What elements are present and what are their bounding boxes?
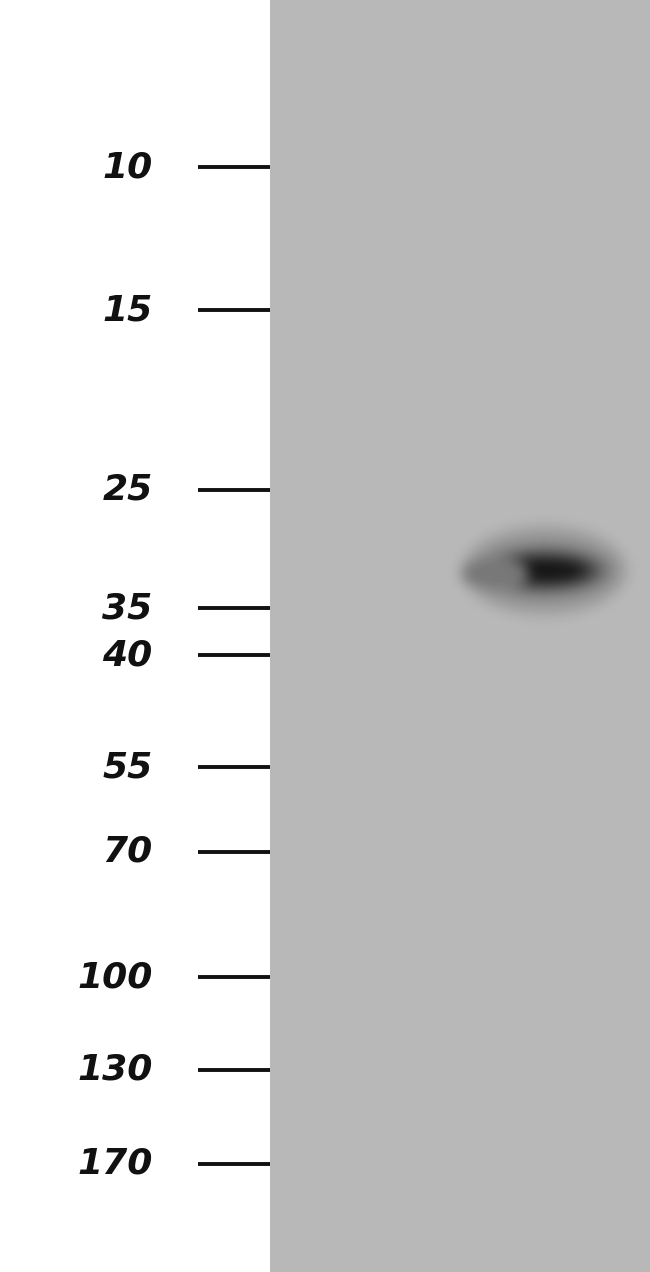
Text: 35: 35 [103,591,153,625]
Text: 170: 170 [77,1147,153,1180]
Text: 25: 25 [103,473,153,506]
Bar [0,0,270,1272]
Text: 130: 130 [77,1052,153,1086]
Text: 40: 40 [103,639,153,672]
Bar [270,0,650,1272]
Text: 100: 100 [77,960,153,995]
Text: 10: 10 [103,150,153,184]
Text: 15: 15 [103,293,153,327]
Text: 55: 55 [103,750,153,784]
Text: 70: 70 [103,834,153,869]
